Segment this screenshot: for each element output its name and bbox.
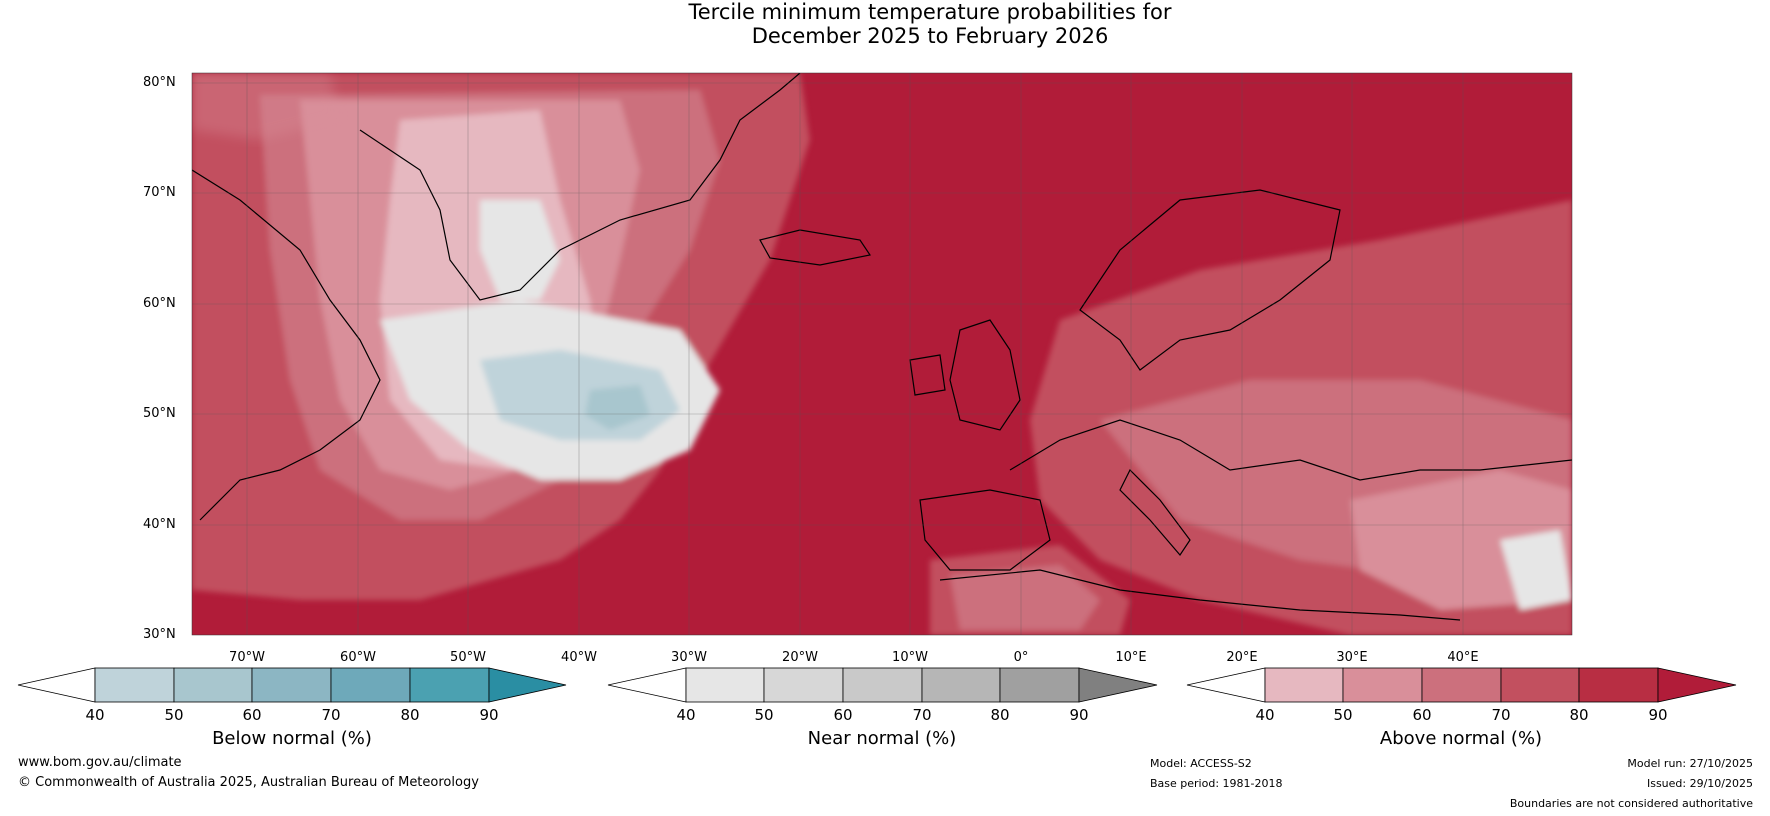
- colorbar-near-swatch: [763, 667, 844, 703]
- colorbar-above-right-arrow: [1657, 667, 1737, 703]
- colorbar-tick: 80: [400, 706, 420, 724]
- lon-label: 30°W: [671, 650, 707, 665]
- colorbar-below-right-arrow: [488, 667, 567, 703]
- lat-label: 80°N: [143, 75, 176, 90]
- lat-label: 40°N: [143, 517, 176, 532]
- colorbar-below-normal: [17, 667, 567, 703]
- colorbar-tick: 50: [1333, 706, 1353, 724]
- colorbar-below-swatch: [173, 667, 253, 703]
- lon-label: 50°W: [450, 650, 486, 665]
- lat-label: 50°N: [143, 406, 176, 421]
- colorbar-above-swatch: [1500, 667, 1580, 703]
- colorbar-near-swatch: [921, 667, 1001, 703]
- colorbar-near-swatch: [842, 667, 923, 703]
- colorbar-tick: 40: [676, 706, 696, 724]
- colorbar-label-near-normal: Near normal (%): [807, 728, 957, 749]
- lon-label: 40°E: [1447, 650, 1479, 665]
- lat-label: 30°N: [143, 627, 176, 642]
- italy-coast: [1119, 468, 1191, 556]
- lon-label: 10°E: [1115, 650, 1147, 665]
- lon-label: 70°W: [229, 650, 265, 665]
- colorbar-above-swatch: [1264, 667, 1344, 703]
- disclaimer-text: Boundaries are not considered authoritat…: [1509, 797, 1753, 810]
- colorbar-near-swatch: [999, 667, 1080, 703]
- north-america-coast: [192, 169, 381, 521]
- colorbar-below-left-arrow: [17, 667, 96, 703]
- colorbar-below-swatch: [409, 667, 490, 703]
- colorbar-tick: 50: [754, 706, 774, 724]
- near-normal-east: [1500, 530, 1572, 610]
- lon-label: 30°E: [1336, 650, 1368, 665]
- near-normal-greenland: [480, 200, 560, 300]
- lon-label: 0°: [1013, 650, 1029, 665]
- lon-label: 10°W: [892, 650, 928, 665]
- colorbar-below-swatch: [330, 667, 411, 703]
- issued-text: Issued: 29/10/2025: [1646, 777, 1753, 790]
- lon-label: 20°E: [1226, 650, 1258, 665]
- colorbar-tick: 90: [1069, 706, 1089, 724]
- lon-label: 60°W: [340, 650, 376, 665]
- colorbar-above-swatch: [1578, 667, 1659, 703]
- colorbar-near-normal: [607, 667, 1158, 703]
- ireland-coast: [909, 354, 946, 396]
- colorbar-tick: 80: [990, 706, 1010, 724]
- lon-label: 40°W: [561, 650, 597, 665]
- website-link[interactable]: www.bom.gov.au/climate: [18, 755, 182, 770]
- colorbar-tick: 70: [1491, 706, 1511, 724]
- scandinavia-coast: [1079, 189, 1341, 371]
- colorbar-below-swatch: [251, 667, 332, 703]
- colorbar-above-left-arrow: [1186, 667, 1266, 703]
- lat-label: 60°N: [143, 296, 176, 311]
- colorbar-tick: 90: [1648, 706, 1668, 724]
- colorbar-tick: 60: [242, 706, 262, 724]
- colorbar-tick: 60: [1412, 706, 1432, 724]
- north-africa-coast: [939, 569, 1461, 621]
- colorbar-near-right-arrow: [1078, 667, 1158, 703]
- colorbar-tick: 80: [1569, 706, 1589, 724]
- colorbar-near-swatch: [685, 667, 765, 703]
- colorbar-near-left-arrow: [607, 667, 687, 703]
- colorbar-tick: 60: [833, 706, 853, 724]
- above-normal-70-region-africa: [950, 565, 1100, 630]
- british-isles-coast: [949, 319, 1021, 431]
- colorbar-tick: 40: [85, 706, 105, 724]
- colorbar-above-swatch: [1342, 667, 1423, 703]
- colorbar-below-swatch: [94, 667, 175, 703]
- model-run-text: Model run: 27/10/2025: [1627, 757, 1753, 770]
- below-normal-core: [585, 385, 650, 430]
- base-period-text: Base period: 1981-2018: [1150, 777, 1283, 790]
- lon-label: 20°W: [782, 650, 818, 665]
- title-line-2: December 2025 to February 2026: [751, 24, 1109, 48]
- arctic-light-patch: [192, 73, 340, 140]
- colorbar-tick: 70: [321, 706, 341, 724]
- chart-title: Tercile minimum temperature probabilitie…: [0, 0, 1770, 48]
- greenland-coast: [359, 73, 801, 301]
- colorbar-tick: 50: [164, 706, 184, 724]
- colorbar-tick: 90: [479, 706, 499, 724]
- colorbar-label-above-normal: Above normal (%): [1379, 728, 1543, 749]
- colorbar-tick: 70: [912, 706, 932, 724]
- colorbar-tick: 40: [1255, 706, 1275, 724]
- title-line-1: Tercile minimum temperature probabilitie…: [688, 0, 1172, 24]
- copyright-text: © Commonwealth of Australia 2025, Austra…: [18, 775, 479, 790]
- iberia-coast: [919, 489, 1051, 571]
- europe-coast: [1009, 419, 1572, 481]
- colorbar-label-below-normal: Below normal (%): [212, 728, 372, 749]
- lat-label: 70°N: [143, 185, 176, 200]
- colorbar-above-normal: [1186, 667, 1737, 703]
- model-text: Model: ACCESS-S2: [1150, 757, 1252, 770]
- colorbar-above-swatch: [1421, 667, 1502, 703]
